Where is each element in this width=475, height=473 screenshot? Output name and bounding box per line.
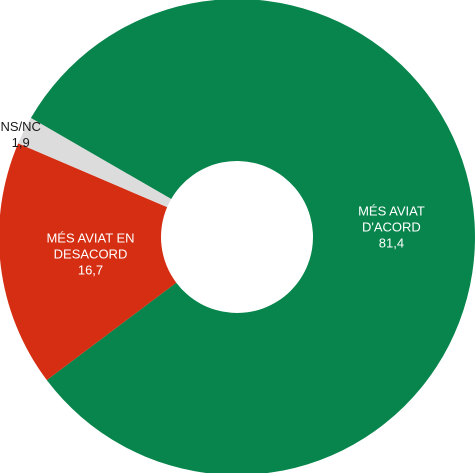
donut-slice (30, 0, 475, 473)
slice-value-label: 81,4 (379, 236, 404, 251)
donut-slice (18, 118, 172, 208)
slice-category-label: DESACORD (54, 247, 128, 262)
slice-category-label: MÉS AVIAT EN (46, 231, 134, 246)
slice-category-label: NS/NC (0, 119, 40, 134)
slice-labels: MÉS AVIAT D'ACORD 81,4 MÉS AVIAT EN DESACORD… (0, 119, 424, 278)
slice-value-label: 1,9 (12, 135, 30, 150)
slice-label: MÉS AVIAT D'ACORD 81,4 (358, 204, 425, 251)
slice-value-label: 16,7 (78, 263, 103, 278)
slice-category-label: MÉS AVIAT (358, 204, 425, 219)
slice-label: MÉS AVIAT EN DESACORD 16,7 (46, 231, 134, 278)
donut-slice (0, 143, 177, 381)
slice-category-label: D'ACORD (362, 220, 421, 235)
slice-label: NS/NC 1,9 (0, 119, 40, 150)
